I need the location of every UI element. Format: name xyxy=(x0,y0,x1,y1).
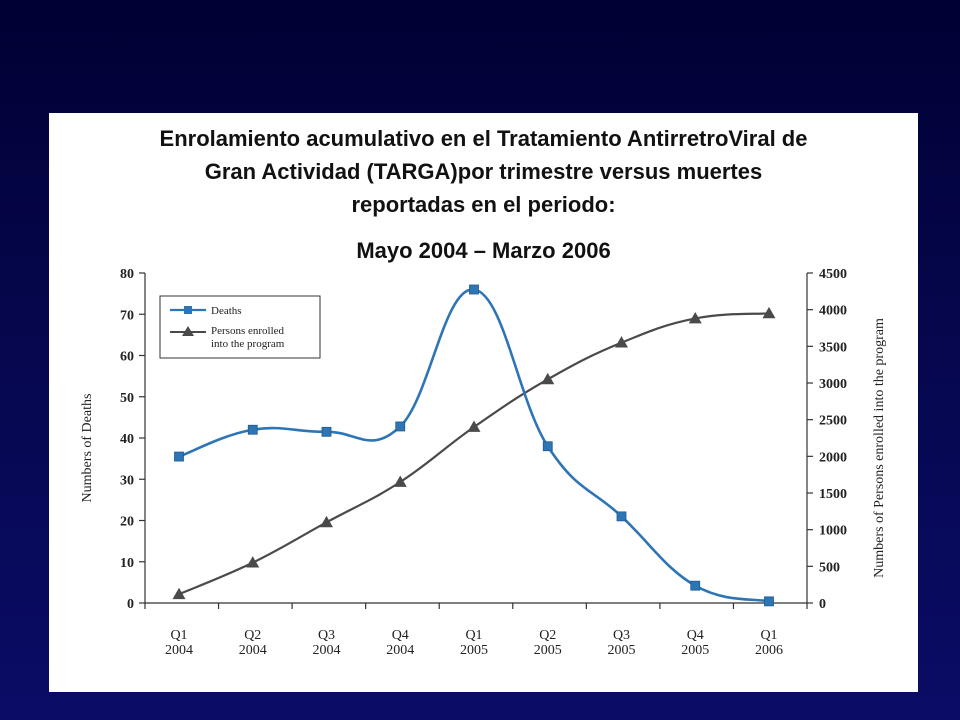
chart: 0 10 20 30 40 50 60 70 80 0 500 1000 1500 2000 2500 300… xyxy=(80,267,887,658)
right-tick-label: 2500 xyxy=(819,414,847,429)
legend-enrolled-label: Persons enrolled into the program xyxy=(211,325,285,350)
left-tick-label: 10 xyxy=(120,556,134,571)
left-tick-label: 40 xyxy=(120,432,134,447)
enrolled-point xyxy=(393,475,407,487)
left-tick-label: 60 xyxy=(120,350,134,365)
right-tick-label: 4000 xyxy=(819,304,847,319)
slide-panel: Enrolamiento acumulativo en el Tratamien… xyxy=(49,113,918,692)
enrolled-point xyxy=(172,587,186,600)
enrolled-point xyxy=(541,372,555,385)
right-tick-label: 0 xyxy=(819,597,826,612)
y-axis-title: Numbers of Deaths xyxy=(80,394,95,503)
x-tick-label: Q3 2005 xyxy=(608,628,636,658)
right-tick-label: 3500 xyxy=(819,340,847,355)
x-tick-label: Q3 2004 xyxy=(313,628,341,658)
y2-axis-title: Numbers of Persons enrolled into the pro… xyxy=(872,318,887,578)
deaths-point xyxy=(542,441,553,452)
deaths-point xyxy=(469,284,479,295)
x-tick-label: Q1 2004 xyxy=(165,628,193,658)
legend-deaths-marker xyxy=(184,306,192,314)
deaths-point xyxy=(764,596,774,607)
deaths-point xyxy=(616,511,627,522)
enrolled-point xyxy=(246,556,260,568)
deaths-point xyxy=(174,451,184,462)
deaths-point xyxy=(321,426,332,437)
x-tick-label: Q1 2006 xyxy=(755,628,783,658)
x-tick-label: Q1 2005 xyxy=(460,628,488,658)
x-tick-label: Q2 2005 xyxy=(534,628,562,658)
enrolled-point xyxy=(467,420,481,432)
title-line-1: Enrolamiento acumulativo en el Tratamien… xyxy=(159,126,808,151)
left-tick-label: 20 xyxy=(120,515,134,530)
left-tick-label: 50 xyxy=(120,391,134,406)
left-tick-label: 30 xyxy=(120,473,134,488)
subtitle: Mayo 2004 – Marzo 2006 xyxy=(356,238,611,263)
legend-deaths-label: Deaths xyxy=(211,305,242,317)
right-tick-label: 2000 xyxy=(819,450,847,465)
legend-enrolled-marker xyxy=(182,326,194,336)
right-tick-label: 4500 xyxy=(819,267,847,282)
right-tick-label: 3000 xyxy=(819,377,847,392)
x-tick-label: Q4 2005 xyxy=(681,628,709,658)
deaths-point xyxy=(690,580,701,591)
x-tick-label: Q4 2004 xyxy=(386,628,414,658)
enrolled-point xyxy=(688,311,702,324)
enrolled-point xyxy=(320,515,333,528)
right-tick-label: 500 xyxy=(819,560,840,575)
enrolled-point xyxy=(615,336,628,348)
enrolled-point xyxy=(762,306,776,319)
left-tick-label: 0 xyxy=(127,597,134,612)
deaths-point xyxy=(247,424,258,435)
right-tick-label: 1500 xyxy=(819,487,847,502)
title-line-3: reportadas en el periodo: xyxy=(351,192,616,217)
deaths-point xyxy=(395,421,406,432)
x-tick-label: Q2 2004 xyxy=(239,628,267,658)
left-tick-label: 70 xyxy=(120,308,134,323)
left-tick-label: 80 xyxy=(120,267,134,282)
title-line-2: Gran Actividad (TARGA)por trimestre vers… xyxy=(204,159,763,184)
right-tick-label: 1000 xyxy=(819,524,847,539)
